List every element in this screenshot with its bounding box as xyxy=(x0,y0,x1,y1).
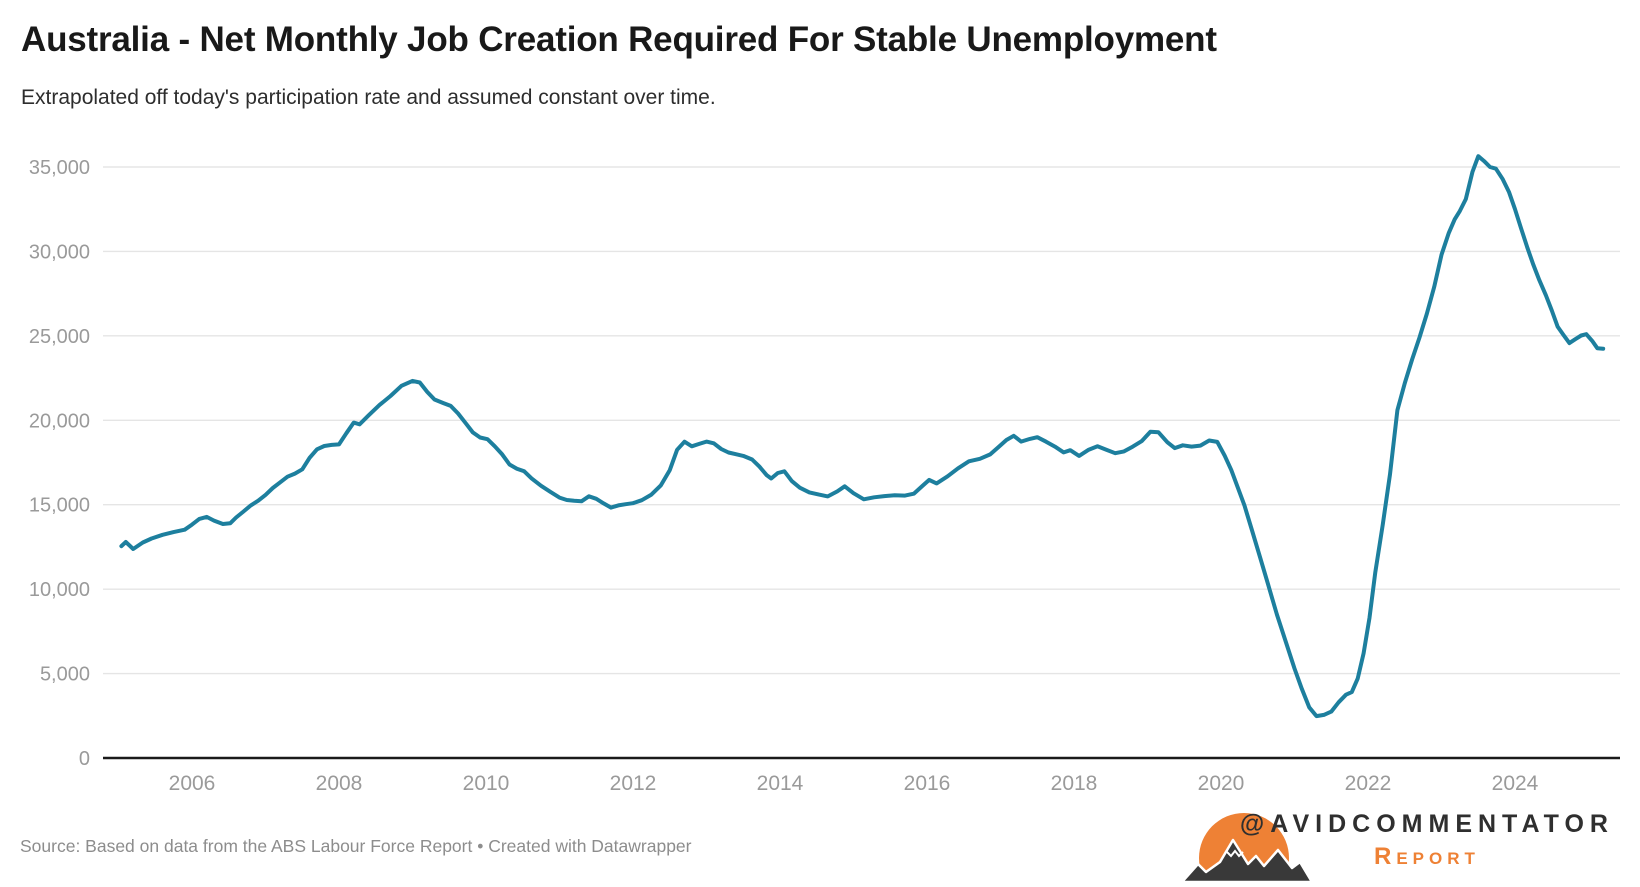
series-line xyxy=(119,154,1606,719)
y-axis-label: 15,000 xyxy=(29,495,90,517)
y-axis-label: 30,000 xyxy=(29,241,90,263)
logo-handle: @AVIDCOMMENTATOR xyxy=(1239,810,1614,838)
logo-wordmark: Report xyxy=(1374,843,1480,870)
line-chart: 0 5,000 10,000 15,000 20,000 25,000 30,000 35,0… xyxy=(29,154,1620,795)
y-axis-label: 20,000 xyxy=(29,410,90,432)
y-axis-label: 10,000 xyxy=(29,579,90,601)
x-axis-label: 2010 xyxy=(463,772,510,795)
y-axis-label: 0 xyxy=(79,748,90,770)
y-axis-label: 35,000 xyxy=(29,157,90,179)
x-axis-label: 2018 xyxy=(1051,772,1098,795)
x-axis-label: 2022 xyxy=(1345,772,1392,795)
y-axis-label: 5,000 xyxy=(40,664,90,686)
page-title: Australia - Net Monthly Job Creation Req… xyxy=(21,20,1217,59)
y-axis-label: 25,000 xyxy=(29,326,90,348)
x-axis-label: 2016 xyxy=(904,772,951,795)
x-axis-label: 2008 xyxy=(316,772,363,795)
avidcommentator-logo xyxy=(1180,806,1316,887)
x-axis-label: 2012 xyxy=(610,772,657,795)
snow-ridge-icon xyxy=(1226,849,1244,858)
x-axis-label: 2006 xyxy=(169,772,216,795)
chart-subtitle: Extrapolated off today's participation r… xyxy=(21,86,716,109)
mountains-icon xyxy=(1180,838,1314,884)
x-axis-label: 2020 xyxy=(1198,772,1245,795)
x-axis-label: 2024 xyxy=(1492,772,1539,795)
logo-text-block: @AVIDCOMMENTATOR Report xyxy=(1240,810,1614,871)
sun-mountains-icon xyxy=(1180,813,1314,887)
x-axis-label: 2014 xyxy=(757,772,804,795)
source-attribution: Source: Based on data from the ABS Labou… xyxy=(20,836,692,856)
